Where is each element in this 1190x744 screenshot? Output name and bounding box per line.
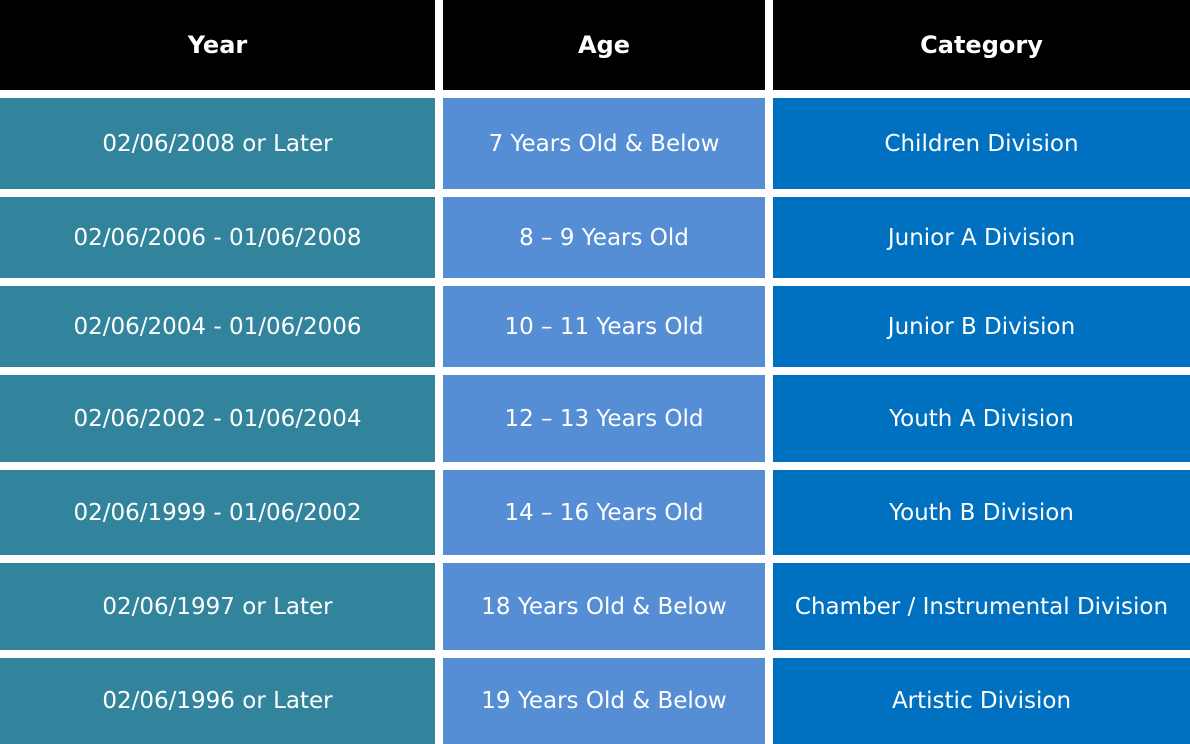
age-cell: 19 Years Old & Below xyxy=(443,658,765,744)
age-cell: 18 Years Old & Below xyxy=(443,563,765,650)
age-cell: 7 Years Old & Below xyxy=(443,98,765,189)
year-cell: 02/06/2002 - 01/06/2004 xyxy=(0,375,435,462)
table-header-row: Year Age Category xyxy=(0,0,1190,90)
category-cell: Children Division xyxy=(773,98,1190,189)
age-cell: 10 – 11 Years Old xyxy=(443,286,765,367)
header-category: Category xyxy=(773,0,1190,90)
category-cell: Chamber / Instrumental Division xyxy=(773,563,1190,650)
year-cell: 02/06/2004 - 01/06/2006 xyxy=(0,286,435,367)
age-cell: 14 – 16 Years Old xyxy=(443,470,765,555)
year-cell: 02/06/1996 or Later xyxy=(0,658,435,744)
category-cell: Artistic Division xyxy=(773,658,1190,744)
age-cell: 12 – 13 Years Old xyxy=(443,375,765,462)
table-row: 02/06/2004 - 01/06/2006 10 – 11 Years Ol… xyxy=(0,286,1190,367)
year-cell: 02/06/1997 or Later xyxy=(0,563,435,650)
table-row: 02/06/2002 - 01/06/2004 12 – 13 Years Ol… xyxy=(0,375,1190,462)
table-row: 02/06/2006 - 01/06/2008 8 – 9 Years Old … xyxy=(0,197,1190,278)
year-cell: 02/06/2006 - 01/06/2008 xyxy=(0,197,435,278)
category-cell: Youth B Division xyxy=(773,470,1190,555)
category-cell: Junior B Division xyxy=(773,286,1190,367)
category-cell: Junior A Division xyxy=(773,197,1190,278)
age-cell: 8 – 9 Years Old xyxy=(443,197,765,278)
table-row: 02/06/1997 or Later 18 Years Old & Below… xyxy=(0,563,1190,650)
table-row: 02/06/1996 or Later 19 Years Old & Below… xyxy=(0,658,1190,744)
year-cell: 02/06/1999 - 01/06/2002 xyxy=(0,470,435,555)
table-row: 02/06/2008 or Later 7 Years Old & Below … xyxy=(0,98,1190,189)
header-age: Age xyxy=(443,0,765,90)
category-cell: Youth A Division xyxy=(773,375,1190,462)
table-row: 02/06/1999 - 01/06/2002 14 – 16 Years Ol… xyxy=(0,470,1190,555)
header-year: Year xyxy=(0,0,435,90)
year-cell: 02/06/2008 or Later xyxy=(0,98,435,189)
